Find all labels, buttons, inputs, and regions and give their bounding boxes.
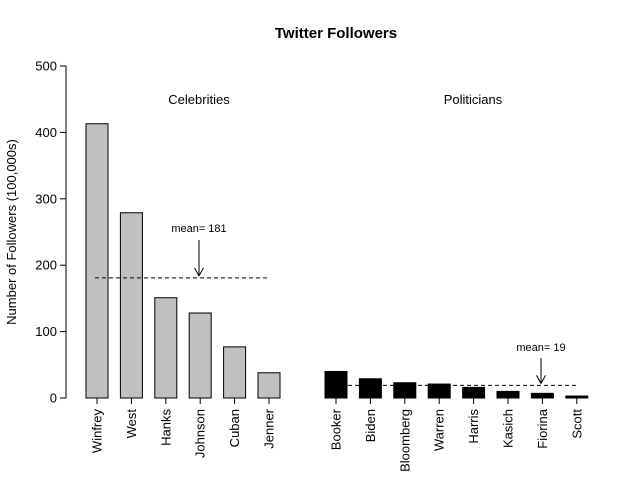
x-tick-label-west: West <box>124 409 139 439</box>
x-tick-label-winfrey: Winfrey <box>90 409 105 454</box>
bar-harris <box>462 386 486 399</box>
y-axis: 0 100 200 300 400 500 <box>35 59 67 406</box>
mean-arrow-head <box>194 267 204 277</box>
bar-warren <box>427 383 451 399</box>
x-tick-label-warren: Warren <box>432 409 447 451</box>
x-tick-label-bloomberg: Bloomberg <box>397 409 412 472</box>
bar-scott <box>565 395 589 399</box>
y-tick-label: 100 <box>35 324 57 339</box>
y-tick-label: 400 <box>35 125 57 140</box>
bars-group <box>85 123 589 399</box>
bar-hanks <box>154 297 178 399</box>
category-labels: Winfrey West Hanks Johnson Cuban Jenner Booker… <box>90 398 584 472</box>
chart-title: Twitter Followers <box>275 25 397 42</box>
bar-cuban <box>223 346 247 399</box>
y-tick-label: 200 <box>35 258 57 273</box>
bar-fiorina <box>530 392 554 399</box>
y-axis-label: Number of Followers (100,000s) <box>4 139 19 325</box>
x-tick-label-booker: Booker <box>329 408 344 450</box>
y-tick-label: 0 <box>50 391 57 406</box>
bar-winfrey <box>85 123 109 399</box>
x-tick-label-scott: Scott <box>569 409 584 439</box>
bar-west <box>119 212 143 399</box>
x-tick-label-biden: Biden <box>363 409 378 442</box>
mean-arrow-head <box>536 375 546 385</box>
x-tick-label-fiorina: Fiorina <box>535 408 550 449</box>
bar-kasich <box>496 390 520 399</box>
bar-johnson <box>188 312 212 399</box>
y-tick-label: 500 <box>35 59 57 74</box>
bar-jenner <box>257 372 281 399</box>
x-tick-label-cuban: Cuban <box>227 409 242 447</box>
mean-label-celebrities: mean= 181 <box>171 223 226 235</box>
mean-label-politicians: mean= 19 <box>516 342 565 354</box>
x-tick-label-kasich: Kasich <box>501 409 516 448</box>
y-tick-label: 300 <box>35 191 57 206</box>
x-tick-label-harris: Harris <box>466 409 481 444</box>
group-label-celebrities: Celebrities <box>168 92 230 107</box>
x-tick-label-johnson: Johnson <box>193 409 208 458</box>
group-label-politicians: Politicians <box>444 92 503 107</box>
bar-biden <box>358 378 382 399</box>
x-tick-label-jenner: Jenner <box>262 408 277 448</box>
mean-annotations: mean= 181 mean= 19 <box>95 223 577 386</box>
bar-booker <box>324 370 348 399</box>
x-tick-label-hanks: Hanks <box>158 409 173 446</box>
